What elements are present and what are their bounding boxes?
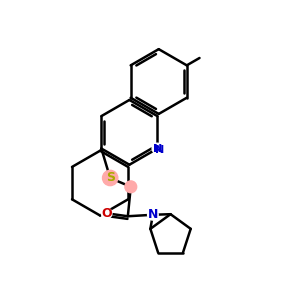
Text: O: O [101,207,112,220]
Text: N: N [148,208,158,221]
Circle shape [152,143,163,154]
Circle shape [101,208,112,219]
Circle shape [125,181,137,193]
Circle shape [103,170,118,186]
Text: S: S [106,172,115,184]
Circle shape [148,209,158,220]
Text: N: N [155,145,164,155]
Text: N: N [153,143,162,154]
